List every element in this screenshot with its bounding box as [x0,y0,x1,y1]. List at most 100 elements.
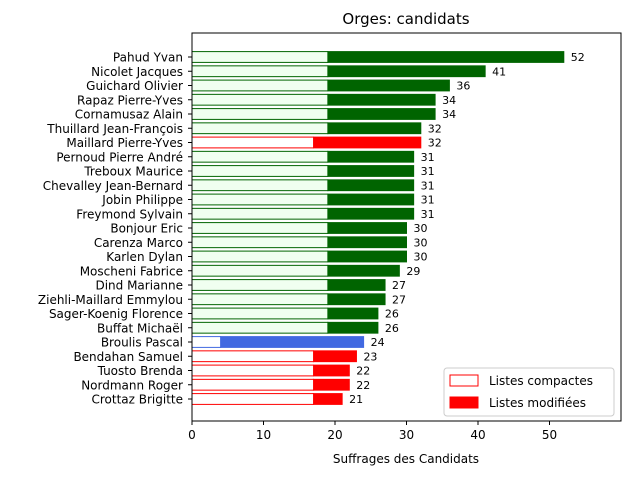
bar-modified-freymond-sylvain [327,207,415,220]
x-tick-label: 0 [188,428,196,442]
bar-value-label: 34 [442,94,456,107]
bar-modified-cornamusaz-alain [327,108,436,120]
candidate-label: Cornamusaz Alain [75,108,183,122]
bar-modified-treboux-maurice [327,165,415,177]
candidate-label: Moscheni Fabrice [80,264,183,278]
bar-modified-chevalley-jean-bernard [327,179,415,192]
x-tick-label: 10 [256,428,271,442]
candidate-label: Bendahan Samuel [73,350,183,364]
candidate-label: Broulis Pascal [101,336,183,350]
bar-compact-broulis-pascal [191,336,222,348]
candidate-label: Pahud Yvan [113,51,183,65]
x-axis-label: Suffrages des Candidats [333,452,479,466]
bar-modified-buffat-micha-l [327,321,379,334]
bar-value-label: 29 [406,265,420,278]
candidate-label: Dind Marianne [95,279,183,293]
bar-modified-karlen-dylan [327,250,408,263]
bar-value-label: 32 [428,137,442,150]
bar-compact-moscheni-fabrice [191,264,329,277]
bar-modified-dind-marianne [327,279,386,291]
candidate-label: Tuosto Brenda [97,364,183,378]
x-tick-label: 50 [542,428,557,442]
candidate-label: Rapaz Pierre-Yves [77,93,183,107]
bar-value-label: 31 [421,208,435,221]
candidate-label: Karlen Dylan [106,250,183,264]
bar-compact-treboux-maurice [191,165,329,177]
legend-label-compact: Listes compactes [489,374,593,388]
bar-compact-chevalley-jean-bernard [191,179,329,192]
bar-compact-ziehli-maillard-emmylou [191,293,329,306]
axes-frame [191,32,622,422]
candidate-label: Carenza Marco [94,236,183,250]
bar-value-label: 32 [428,122,442,135]
bar-modified-bendahan-samuel [313,350,357,363]
bar-modified-nicolet-jacques [327,65,486,78]
bar-compact-bonjour-eric [191,222,329,234]
bar-compact-buffat-micha-l [191,321,329,334]
candidate-label: Chevalley Jean-Bernard [43,179,183,193]
candidate-label: Freymond Sylvain [76,207,183,221]
bar-compact-bendahan-samuel [191,350,315,363]
candidate-label: Crottaz Brigitte [91,393,183,407]
candidate-label: Nordmann Roger [81,378,183,392]
bar-modified-pahud-yvan [327,51,565,63]
chart-title: Orges: candidats [342,10,469,28]
bar-compact-sager-koenig-florence [191,307,329,320]
bar-compact-cornamusaz-alain [191,108,329,120]
bar-value-label: 41 [492,65,506,78]
bar-value-label: 31 [421,151,435,164]
candidate-label: Nicolet Jacques [91,65,183,79]
bar-modified-sager-koenig-florence [327,307,379,320]
bar-value-label: 52 [571,51,585,64]
bar-value-label: 31 [421,194,435,207]
bar-modified-maillard-pierre-yves [313,136,422,149]
bar-value-label: 34 [442,108,456,121]
x-tick-label: 20 [327,428,342,442]
bar-modified-nordmann-roger [313,378,350,391]
legend-swatch-compact [449,374,479,387]
legend-box [443,367,615,417]
bar-value-label: 27 [392,279,406,292]
bar-compact-nicolet-jacques [191,65,329,78]
bar-value-label: 24 [371,336,385,349]
bar-value-label: 26 [385,308,399,321]
bar-compact-tuosto-brenda [191,364,315,377]
bars-layer: 5241363434323231313131313030302927272626… [191,51,585,406]
x-tick-label: 40 [470,428,485,442]
bar-value-label: 23 [363,350,377,363]
candidate-label: Jobin Philippe [101,193,183,207]
bar-modified-moscheni-fabrice [327,264,400,277]
candidate-label: Maillard Pierre-Yves [66,136,183,150]
candidate-label: Thuillard Jean-François [46,122,183,136]
candidate-label: Guichard Olivier [86,79,183,93]
bar-modified-rapaz-pierre-yves [327,93,436,106]
bar-compact-nordmann-roger [191,378,315,391]
bar-value-label: 30 [414,236,428,249]
bar-compact-carenza-marco [191,236,329,249]
bar-modified-crottaz-brigitte [313,393,343,405]
bar-compact-freymond-sylvain [191,207,329,220]
bar-compact-thuillard-jean-fran-ois [191,122,329,135]
legend-swatch-modified [449,396,479,409]
bar-compact-karlen-dylan [191,250,329,263]
bar-modified-broulis-pascal [220,336,365,348]
bar-modified-guichard-olivier [327,79,450,92]
bar-compact-jobin-philippe [191,193,329,206]
bar-value-label: 21 [349,393,363,406]
bar-value-label: 30 [414,222,428,235]
legend-label-modified: Listes modifiées [489,396,586,410]
candidate-label: Ziehli-Maillard Emmylou [38,293,183,307]
bar-value-label: 22 [356,365,370,378]
bar-compact-crottaz-brigitte [191,393,315,405]
bar-modified-tuosto-brenda [313,364,350,377]
legend: Listes compactes Listes modifiées [443,367,615,417]
bar-modified-ziehli-maillard-emmylou [327,293,386,306]
candidate-label: Sager-Koenig Florence [49,307,183,321]
bar-modified-bonjour-eric [327,222,408,234]
bar-compact-pernoud-pierre-andr [191,150,329,163]
bar-compact-pahud-yvan [191,51,329,63]
candidate-label: Pernoud Pierre André [56,150,183,164]
